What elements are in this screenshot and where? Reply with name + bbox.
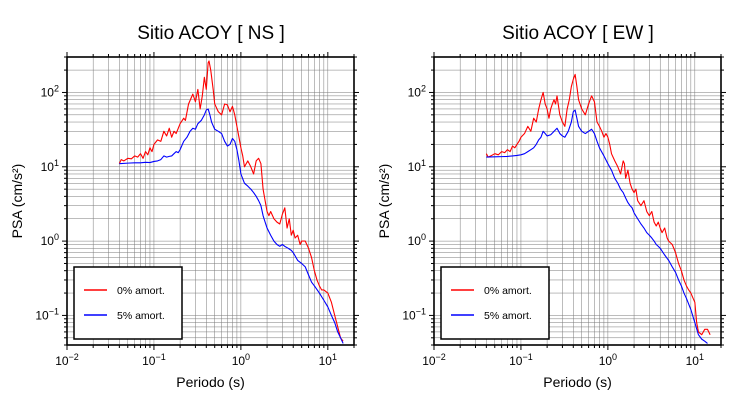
series-5pct-line: [119, 108, 344, 344]
chart-title: Sitio ACOY [ EW ]: [502, 23, 654, 44]
x-tick-label: 10−2: [422, 352, 446, 368]
legend: 0% amort. 5% amort.: [73, 266, 183, 340]
x-tick-label: 101: [319, 352, 337, 368]
y-axis-label: PSA (cm/s²): [9, 164, 25, 239]
series-5pct-line: [486, 109, 708, 344]
y-tick-label: 100: [41, 232, 59, 248]
series-0pct-line: [485, 73, 711, 336]
y-tick-label: 102: [408, 83, 426, 99]
y-tick-label: 102: [41, 83, 59, 99]
y-tick-label: 10−1: [35, 306, 59, 322]
series-0pct-line: [118, 60, 344, 342]
x-axis-label: Periodo (s): [543, 374, 611, 390]
x-tick-label: 100: [232, 352, 250, 368]
x-axis-label: Periodo (s): [176, 374, 244, 390]
chart-ew: 10−2 10−1 100 101 10−1 100 101 102 Sitio ACOY […: [376, 23, 726, 390]
x-tick-label: 10−2: [55, 352, 79, 368]
x-tick-label: 100: [599, 352, 617, 368]
y-tick-label: 101: [408, 158, 426, 174]
y-tick-label: 101: [41, 158, 59, 174]
legend-label-0pct: 0% amort.: [484, 285, 532, 297]
x-tick-label: 101: [686, 352, 704, 368]
x-tick-label: 10−1: [509, 352, 533, 368]
plot-frame: [66, 56, 355, 346]
legend: 0% amort. 5% amort.: [440, 266, 550, 340]
y-tick-label: 10−1: [402, 306, 426, 322]
chart-ns: 10−2 10−1 100 101 10−1 100 101 102 Sitio ACOY […: [9, 23, 359, 390]
plot-frame: [433, 56, 722, 346]
legend-box: [440, 266, 550, 340]
chart-title: Sitio ACOY [ NS ]: [137, 23, 284, 44]
y-tick-label: 100: [408, 232, 426, 248]
legend-box: [73, 266, 183, 340]
legend-label-5pct: 5% amort.: [484, 310, 532, 322]
y-axis-label: PSA (cm/s²): [376, 164, 392, 239]
x-tick-label: 10−1: [142, 352, 166, 368]
legend-label-5pct: 5% amort.: [117, 310, 165, 322]
legend-label-0pct: 0% amort.: [117, 285, 165, 297]
